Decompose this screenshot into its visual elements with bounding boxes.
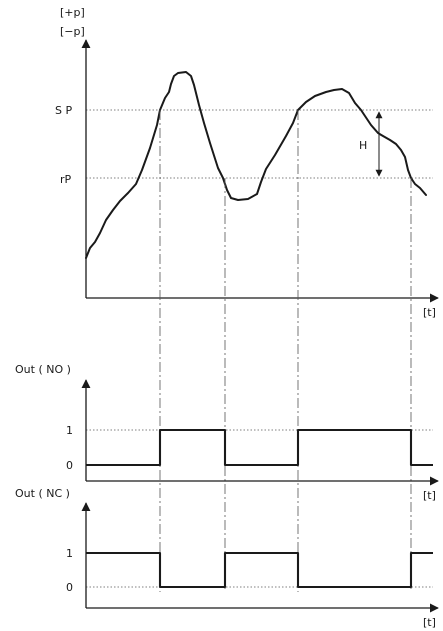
pressure-chart: [+p] [−p] S P rP H [t] [55, 6, 439, 319]
pressure-curve [85, 71, 427, 259]
nc-level-0-label: 0 [66, 581, 73, 594]
switching-guides [159, 110, 412, 592]
no-y-label: Out ( NO ) [15, 363, 71, 376]
pressure-y-label-bottom: [−p] [60, 25, 85, 38]
pressure-y-label-top: [+p] [60, 6, 85, 19]
hysteresis-label: H [359, 139, 367, 152]
nc-signal [86, 551, 433, 589]
pressure-x-label: [t] [423, 306, 436, 319]
no-level-1-label: 1 [66, 424, 73, 437]
no-output-chart: Out ( NO ) 1 0 [t] [15, 363, 439, 502]
sp-label: S P [55, 104, 72, 117]
rp-label: rP [60, 173, 72, 186]
nc-output-chart: Out ( NC ) 1 0 [t] [15, 487, 439, 629]
no-level-0-label: 0 [66, 459, 73, 472]
nc-x-label: [t] [423, 616, 436, 629]
nc-level-1-label: 1 [66, 547, 73, 560]
no-signal [86, 428, 433, 467]
nc-y-label: Out ( NC ) [15, 487, 70, 500]
no-x-label: [t] [423, 489, 436, 502]
